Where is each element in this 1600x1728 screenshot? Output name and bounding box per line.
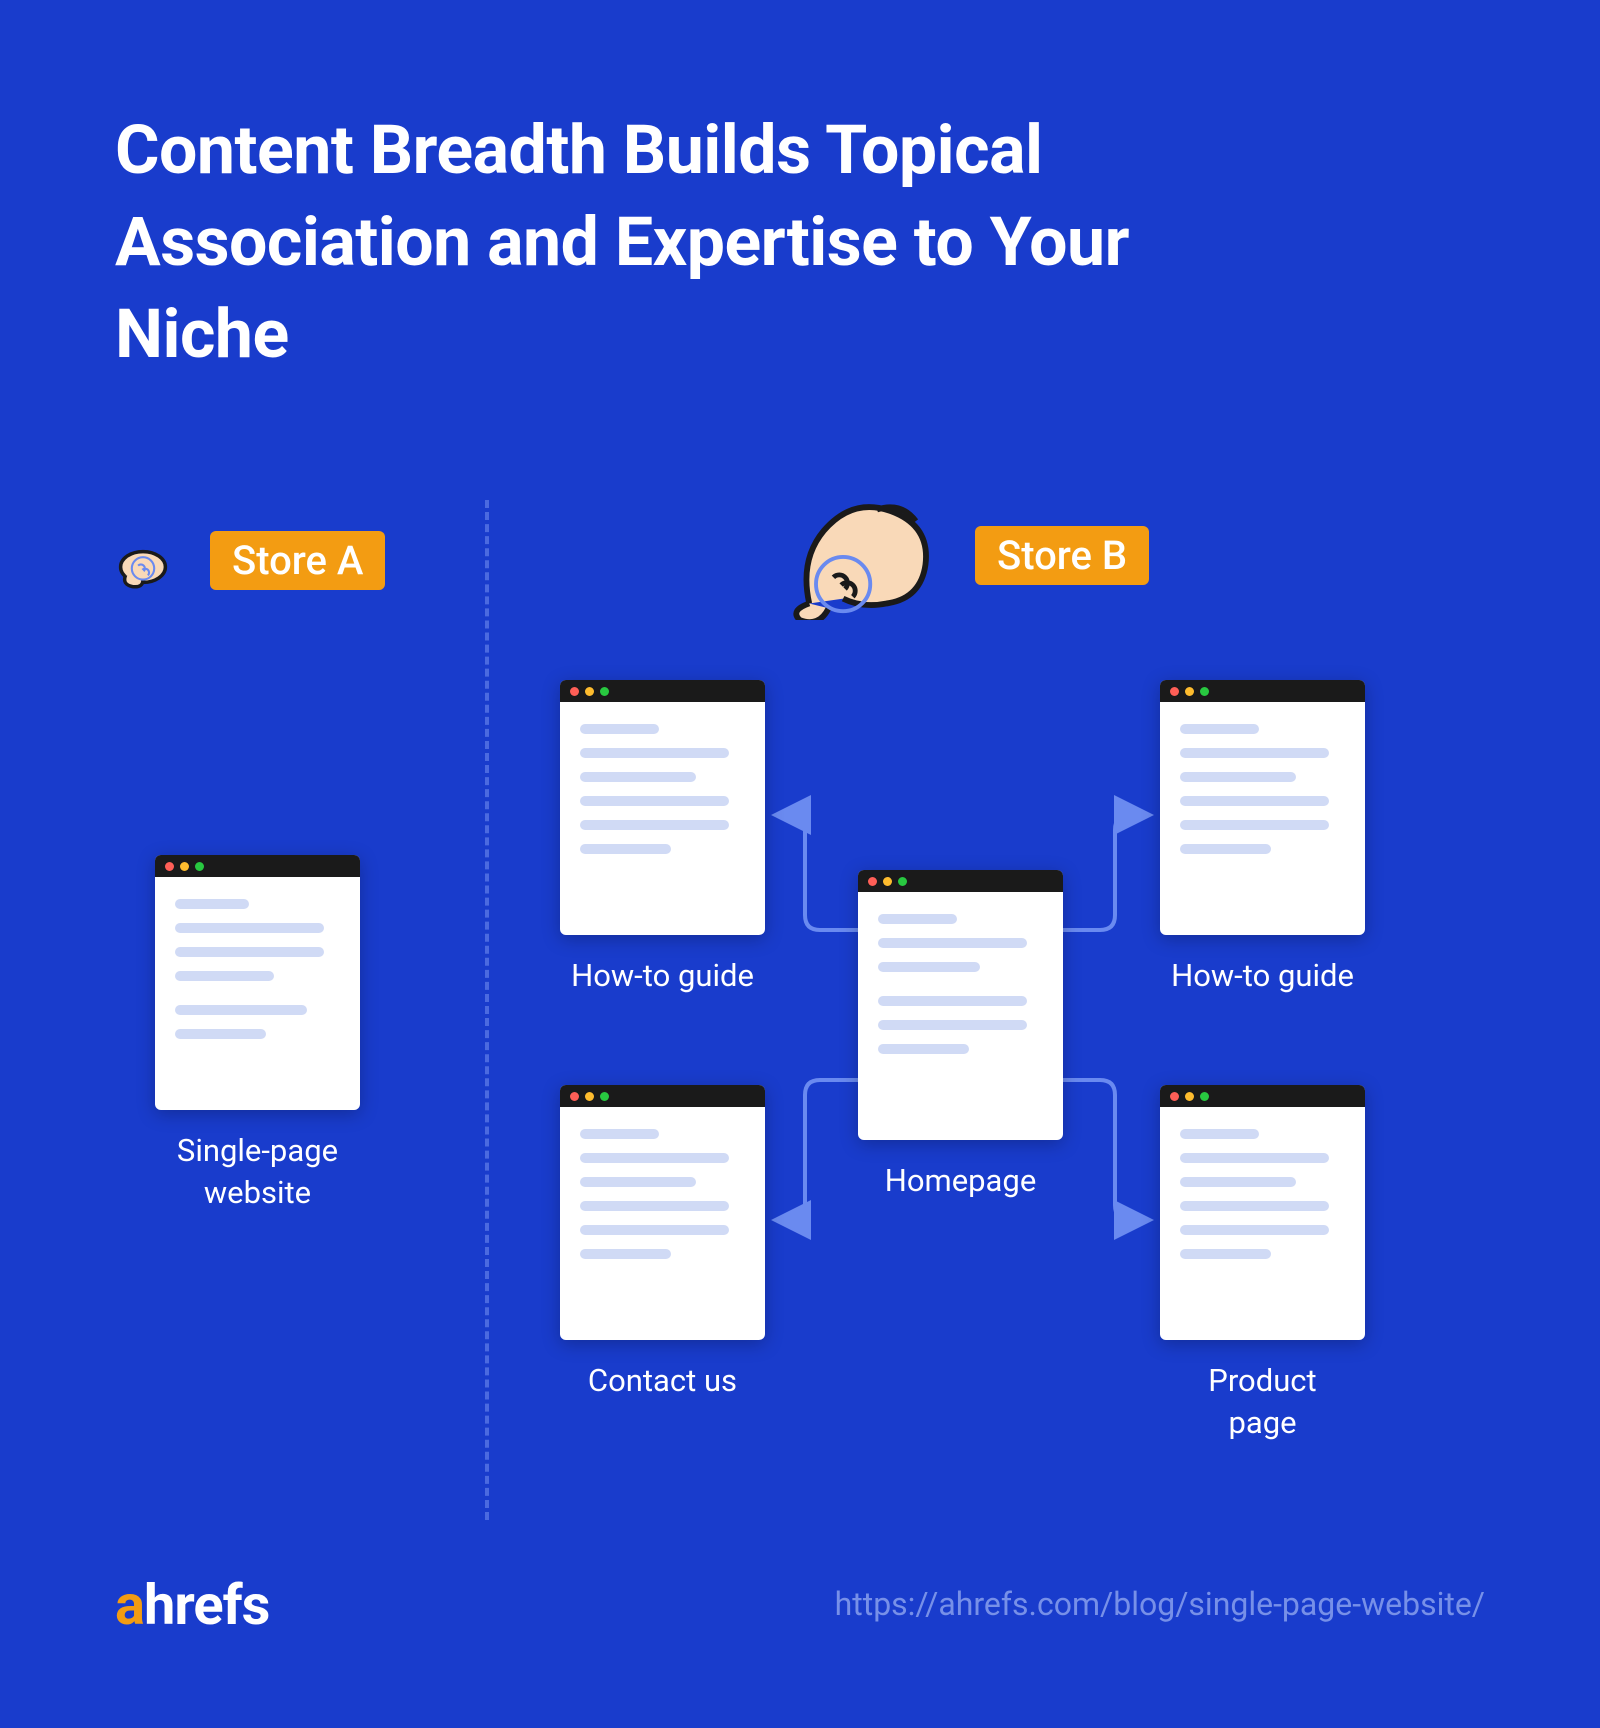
page-label-single: Single-page website (150, 1130, 365, 1214)
source-url: https://ahrefs.com/blog/single-page-webs… (835, 1585, 1485, 1623)
store-b-label: Store B (975, 526, 1149, 585)
page-card-header (858, 870, 1063, 892)
traffic-light-yellow-icon (585, 687, 594, 696)
page-card-body (560, 702, 765, 890)
page-label-contact: Contact us (585, 1360, 740, 1402)
page-card-body (858, 892, 1063, 1090)
traffic-light-green-icon (1200, 1092, 1209, 1101)
traffic-light-green-icon (600, 687, 609, 696)
traffic-light-red-icon (165, 862, 174, 871)
page-card-homepage (858, 870, 1063, 1140)
page-card-header (155, 855, 360, 877)
traffic-light-red-icon (868, 877, 877, 886)
brand-rest: hrefs (144, 1572, 269, 1638)
store-b-header: Store B (785, 490, 1149, 620)
traffic-light-red-icon (570, 1092, 579, 1101)
page-label-howto1: How-to guide (570, 955, 755, 997)
flex-arm-small-icon (115, 525, 185, 595)
store-a-header: Store A (115, 525, 385, 595)
page-card-body (155, 877, 360, 1075)
infographic-title: Content Breadth Builds Topical Associati… (115, 105, 1215, 380)
traffic-light-yellow-icon (180, 862, 189, 871)
traffic-light-red-icon (1170, 687, 1179, 696)
page-label-homepage: Homepage (858, 1160, 1063, 1202)
page-card-header (1160, 1085, 1365, 1107)
flex-arm-large-icon (785, 490, 940, 620)
traffic-light-yellow-icon (585, 1092, 594, 1101)
page-card-header (1160, 680, 1365, 702)
traffic-light-green-icon (195, 862, 204, 871)
page-card-header (560, 680, 765, 702)
page-card-header (560, 1085, 765, 1107)
traffic-light-green-icon (600, 1092, 609, 1101)
page-card-body (1160, 702, 1365, 890)
page-card-single (155, 855, 360, 1110)
brand-prefix: a (115, 1572, 144, 1638)
vertical-divider (485, 500, 489, 1520)
traffic-light-red-icon (1170, 1092, 1179, 1101)
page-card-body (1160, 1107, 1365, 1295)
page-card-howto1 (560, 680, 765, 935)
page-card-contact (560, 1085, 765, 1340)
traffic-light-red-icon (570, 687, 579, 696)
traffic-light-green-icon (898, 877, 907, 886)
page-card-howto2 (1160, 680, 1365, 935)
traffic-light-yellow-icon (883, 877, 892, 886)
page-label-howto2: How-to guide (1170, 955, 1355, 997)
traffic-light-yellow-icon (1185, 687, 1194, 696)
page-label-product: Product page (1175, 1360, 1350, 1444)
brand-logo: ahrefs (115, 1572, 269, 1638)
traffic-light-green-icon (1200, 687, 1209, 696)
infographic-canvas: Content Breadth Builds Topical Associati… (0, 0, 1600, 1728)
page-card-product (1160, 1085, 1365, 1340)
store-a-label: Store A (210, 531, 385, 590)
page-card-body (560, 1107, 765, 1295)
traffic-light-yellow-icon (1185, 1092, 1194, 1101)
